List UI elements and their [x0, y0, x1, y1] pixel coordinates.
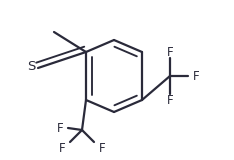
- Text: F: F: [57, 121, 63, 135]
- Text: F: F: [59, 141, 65, 155]
- Text: F: F: [193, 69, 199, 83]
- Text: S: S: [27, 60, 35, 72]
- Text: F: F: [99, 141, 105, 155]
- Text: F: F: [167, 93, 173, 107]
- Text: F: F: [167, 45, 173, 59]
